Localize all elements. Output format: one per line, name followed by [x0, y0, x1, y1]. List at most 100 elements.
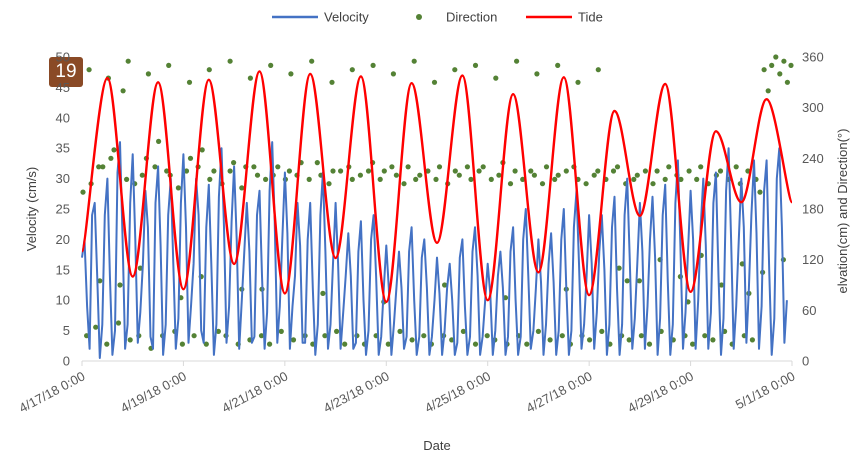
legend-direction-marker: [416, 14, 422, 20]
direction-point: [179, 341, 185, 347]
direction-point: [390, 71, 396, 77]
direction-point: [662, 176, 668, 182]
y-right-axis-title: elvation(cm) and Direction(°): [835, 129, 850, 294]
direction-point: [290, 337, 297, 343]
series-velocity: [81, 141, 788, 359]
direction-point: [330, 168, 336, 174]
direction-point: [413, 176, 419, 182]
direction-point: [275, 164, 281, 170]
y-left-tick-label: 25: [56, 202, 70, 217]
legend-label: Velocity: [324, 10, 369, 25]
direction-point: [104, 341, 110, 347]
y-left-tick-label: 0: [63, 354, 70, 369]
direction-point: [433, 176, 439, 182]
y-left-tick-label: 40: [56, 110, 70, 125]
y-right-tick-label: 120: [802, 252, 824, 267]
direction-point: [595, 168, 601, 174]
direction-point: [488, 176, 494, 182]
direction-point: [472, 341, 479, 347]
legend-label: Direction: [446, 10, 497, 25]
direction-point: [342, 341, 348, 347]
slide-number-badge: 19: [49, 57, 83, 87]
direction-point: [100, 164, 106, 170]
direction-point: [610, 168, 617, 174]
direction-point: [381, 168, 387, 174]
direction-point: [698, 164, 704, 170]
direction-point: [638, 333, 645, 339]
x-tick-label: 4/25/18 0:00: [422, 368, 493, 415]
direction-point: [156, 138, 162, 144]
direction-point: [111, 147, 117, 153]
direction-point: [199, 147, 205, 153]
direction-point: [749, 337, 756, 343]
direction-point: [411, 58, 417, 64]
direction-point: [616, 265, 622, 271]
direction-point: [765, 88, 771, 94]
direction-point: [175, 185, 181, 191]
direction-point: [239, 185, 245, 191]
direction-point: [634, 172, 640, 178]
direction-point: [186, 79, 193, 85]
direction-point: [624, 278, 630, 284]
direction-point: [555, 172, 561, 178]
direction-point: [773, 54, 779, 60]
direction-point: [460, 328, 466, 334]
y-left-tick-label: 35: [56, 141, 70, 156]
direction-point: [227, 58, 233, 64]
direction-point: [514, 58, 520, 64]
direction-point: [583, 181, 589, 187]
direction-point: [784, 79, 791, 85]
direction-point: [349, 176, 355, 182]
direction-point: [769, 62, 775, 68]
direction-point: [207, 176, 213, 182]
direction-point: [575, 79, 581, 85]
y-right-tick-label: 0: [802, 354, 809, 369]
direction-point: [452, 67, 458, 73]
direction-point: [393, 172, 399, 178]
direction-point: [124, 176, 130, 182]
direction-point: [484, 333, 490, 339]
direction-point: [476, 168, 482, 174]
x-tick-label: 4/27/18 0:00: [524, 368, 595, 415]
direction-point: [247, 75, 253, 81]
direction-point: [702, 333, 708, 339]
direction-point: [587, 337, 593, 343]
x-tick-label: 4/19/18 0:00: [118, 368, 189, 415]
x-tick-label: 4/29/18 0:00: [625, 368, 696, 415]
direction-point: [397, 328, 403, 334]
x-axis-title: Date: [423, 438, 450, 453]
direction-point: [559, 333, 565, 339]
direction-point: [227, 168, 233, 174]
direction-point: [370, 62, 376, 68]
direction-point: [636, 278, 643, 284]
y-left-tick-label: 10: [56, 293, 70, 308]
direction-point: [349, 67, 355, 73]
direction-point: [442, 282, 448, 288]
direction-point: [761, 67, 767, 73]
direction-point: [365, 168, 372, 174]
x-tick-label: 4/23/18 0:00: [321, 368, 392, 415]
direction-point: [456, 172, 462, 178]
direction-point: [614, 164, 621, 170]
direction-point: [452, 168, 458, 174]
direction-point: [468, 176, 474, 182]
direction-point: [520, 176, 526, 182]
direction-point: [642, 168, 649, 174]
y-right-tick-label: 360: [802, 50, 824, 65]
direction-point: [626, 337, 632, 343]
direction-point: [718, 282, 725, 288]
x-tick-label: 4/21/18 0:00: [219, 368, 290, 415]
direction-point: [251, 164, 257, 170]
direction-point: [115, 320, 122, 326]
direction-point: [286, 168, 292, 174]
direction-point: [431, 79, 438, 85]
direction-point: [591, 172, 597, 178]
direction-point: [385, 341, 391, 347]
direction-point: [401, 181, 407, 187]
direction-point: [710, 337, 716, 343]
direction-point: [409, 337, 415, 343]
direction-point: [524, 341, 530, 347]
y-left-tick-label: 50: [56, 50, 70, 65]
direction-point: [93, 324, 99, 330]
